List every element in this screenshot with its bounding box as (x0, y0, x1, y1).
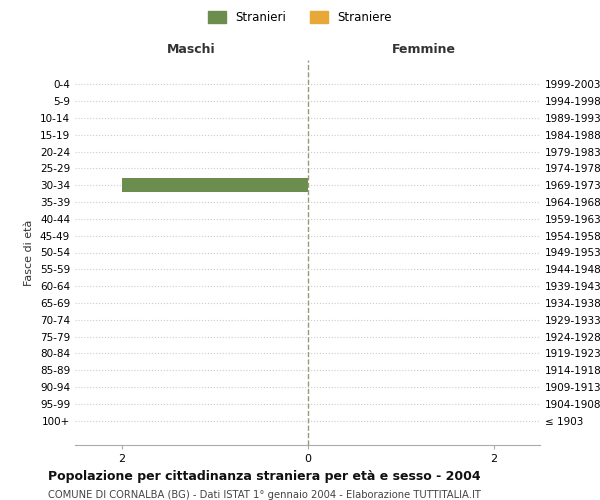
Text: Popolazione per cittadinanza straniera per età e sesso - 2004: Popolazione per cittadinanza straniera p… (48, 470, 481, 483)
Bar (121, 178, 308, 192)
Legend: Stranieri, Straniere: Stranieri, Straniere (203, 6, 397, 28)
Text: Femmine: Femmine (392, 43, 456, 56)
Y-axis label: Fasce di età: Fasce di età (25, 220, 34, 286)
Text: COMUNE DI CORNALBA (BG) - Dati ISTAT 1° gennaio 2004 - Elaborazione TUTTITALIA.I: COMUNE DI CORNALBA (BG) - Dati ISTAT 1° … (48, 490, 481, 500)
Text: Maschi: Maschi (167, 43, 215, 56)
